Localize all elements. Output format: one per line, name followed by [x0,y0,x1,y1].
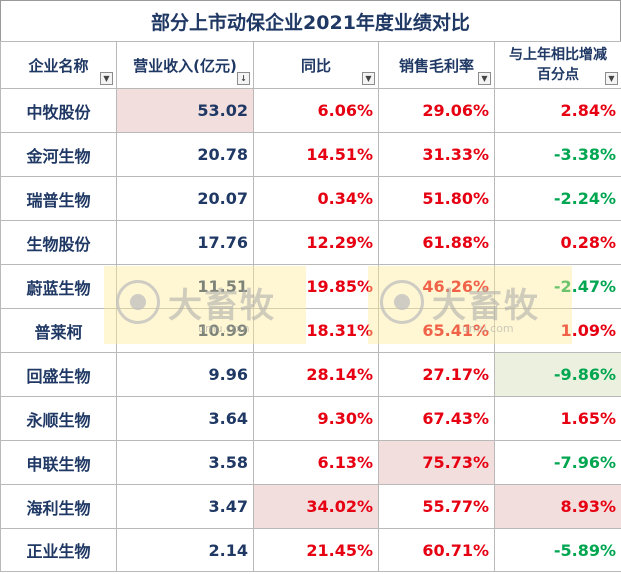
yoy-cell[interactable]: 12.29% [253,220,379,265]
company-name-cell[interactable]: 瑞普生物 [0,176,117,221]
header-change: 与上年相比增减百分点 ▼ [494,41,621,89]
filter-dropdown-icon[interactable]: ▼ [100,72,113,85]
table-row: 正业生物 2.14 21.45% 60.71% -5.89% [0,528,621,572]
table-row: 蔚蓝生物 11.51 19.85% 46.26% -2.47% [0,264,621,309]
sort-descending-icon[interactable]: ↓ [237,72,250,85]
margin-cell[interactable]: 60.71% [378,528,495,572]
header-row: 企业名称 ▼ 营业收入(亿元) ↓ 同比 ▼ 销售毛利率 ▼ 与上年相比增减百分… [0,41,621,89]
table-row: 普莱柯 10.99 18.31% 65.41% 1.09% [0,308,621,353]
company-name-cell[interactable]: 回盛生物 [0,352,117,397]
margin-cell[interactable]: 46.26% [378,264,495,309]
revenue-cell[interactable]: 20.78 [116,132,254,177]
margin-cell[interactable]: 61.88% [378,220,495,265]
performance-table: 企业名称 ▼ 营业收入(亿元) ↓ 同比 ▼ 销售毛利率 ▼ 与上年相比增减百分… [0,41,621,572]
yoy-cell[interactable]: 14.51% [253,132,379,177]
yoy-cell[interactable]: 18.31% [253,308,379,353]
revenue-cell[interactable]: 17.76 [116,220,254,265]
revenue-cell[interactable]: 3.47 [116,484,254,529]
revenue-cell[interactable]: 53.02 [116,88,254,133]
margin-cell[interactable]: 29.06% [378,88,495,133]
change-cell[interactable]: 1.65% [494,396,621,441]
yoy-cell[interactable]: 6.06% [253,88,379,133]
company-name-cell[interactable]: 正业生物 [0,528,117,572]
revenue-cell[interactable]: 11.51 [116,264,254,309]
table-row: 瑞普生物 20.07 0.34% 51.80% -2.24% [0,176,621,221]
change-cell[interactable]: -7.96% [494,440,621,485]
change-cell[interactable]: 0.28% [494,220,621,265]
company-name-cell[interactable]: 海利生物 [0,484,117,529]
revenue-cell[interactable]: 9.96 [116,352,254,397]
revenue-cell[interactable]: 2.14 [116,528,254,572]
change-cell[interactable]: -3.38% [494,132,621,177]
revenue-cell[interactable]: 3.64 [116,396,254,441]
company-name-cell[interactable]: 中牧股份 [0,88,117,133]
change-cell[interactable]: 2.84% [494,88,621,133]
margin-cell[interactable]: 55.77% [378,484,495,529]
header-revenue: 营业收入(亿元) ↓ [116,41,254,89]
change-cell[interactable]: -5.89% [494,528,621,572]
filter-dropdown-icon[interactable]: ▼ [605,72,618,85]
company-name-cell[interactable]: 永顺生物 [0,396,117,441]
margin-cell[interactable]: 67.43% [378,396,495,441]
yoy-cell[interactable]: 19.85% [253,264,379,309]
margin-cell[interactable]: 75.73% [378,440,495,485]
margin-cell[interactable]: 31.33% [378,132,495,177]
company-name-cell[interactable]: 普莱柯 [0,308,117,353]
header-margin: 销售毛利率 ▼ [378,41,495,89]
header-yoy: 同比 ▼ [253,41,379,89]
table-row: 中牧股份 53.02 6.06% 29.06% 2.84% [0,88,621,133]
company-name-cell[interactable]: 蔚蓝生物 [0,264,117,309]
change-cell[interactable]: 1.09% [494,308,621,353]
header-company: 企业名称 ▼ [0,41,117,89]
filter-dropdown-icon[interactable]: ▼ [362,72,375,85]
table-row: 申联生物 3.58 6.13% 75.73% -7.96% [0,440,621,485]
revenue-cell[interactable]: 20.07 [116,176,254,221]
yoy-cell[interactable]: 21.45% [253,528,379,572]
change-cell[interactable]: 8.93% [494,484,621,529]
table-row: 回盛生物 9.96 28.14% 27.17% -9.86% [0,352,621,397]
revenue-cell[interactable]: 10.99 [116,308,254,353]
change-cell[interactable]: -9.86% [494,352,621,397]
yoy-cell[interactable]: 9.30% [253,396,379,441]
yoy-cell[interactable]: 0.34% [253,176,379,221]
table-title: 部分上市动保企业2021年度业绩对比 [0,0,621,41]
margin-cell[interactable]: 51.80% [378,176,495,221]
change-cell[interactable]: -2.47% [494,264,621,309]
company-name-cell[interactable]: 申联生物 [0,440,117,485]
table-row: 海利生物 3.47 34.02% 55.77% 8.93% [0,484,621,529]
table-row: 金河生物 20.78 14.51% 31.33% -3.38% [0,132,621,177]
table-row: 永顺生物 3.64 9.30% 67.43% 1.65% [0,396,621,441]
filter-dropdown-icon[interactable]: ▼ [478,72,491,85]
yoy-cell[interactable]: 6.13% [253,440,379,485]
revenue-cell[interactable]: 3.58 [116,440,254,485]
margin-cell[interactable]: 65.41% [378,308,495,353]
table-row: 生物股份 17.76 12.29% 61.88% 0.28% [0,220,621,265]
yoy-cell[interactable]: 34.02% [253,484,379,529]
yoy-cell[interactable]: 28.14% [253,352,379,397]
change-cell[interactable]: -2.24% [494,176,621,221]
margin-cell[interactable]: 27.17% [378,352,495,397]
company-name-cell[interactable]: 生物股份 [0,220,117,265]
company-name-cell[interactable]: 金河生物 [0,132,117,177]
